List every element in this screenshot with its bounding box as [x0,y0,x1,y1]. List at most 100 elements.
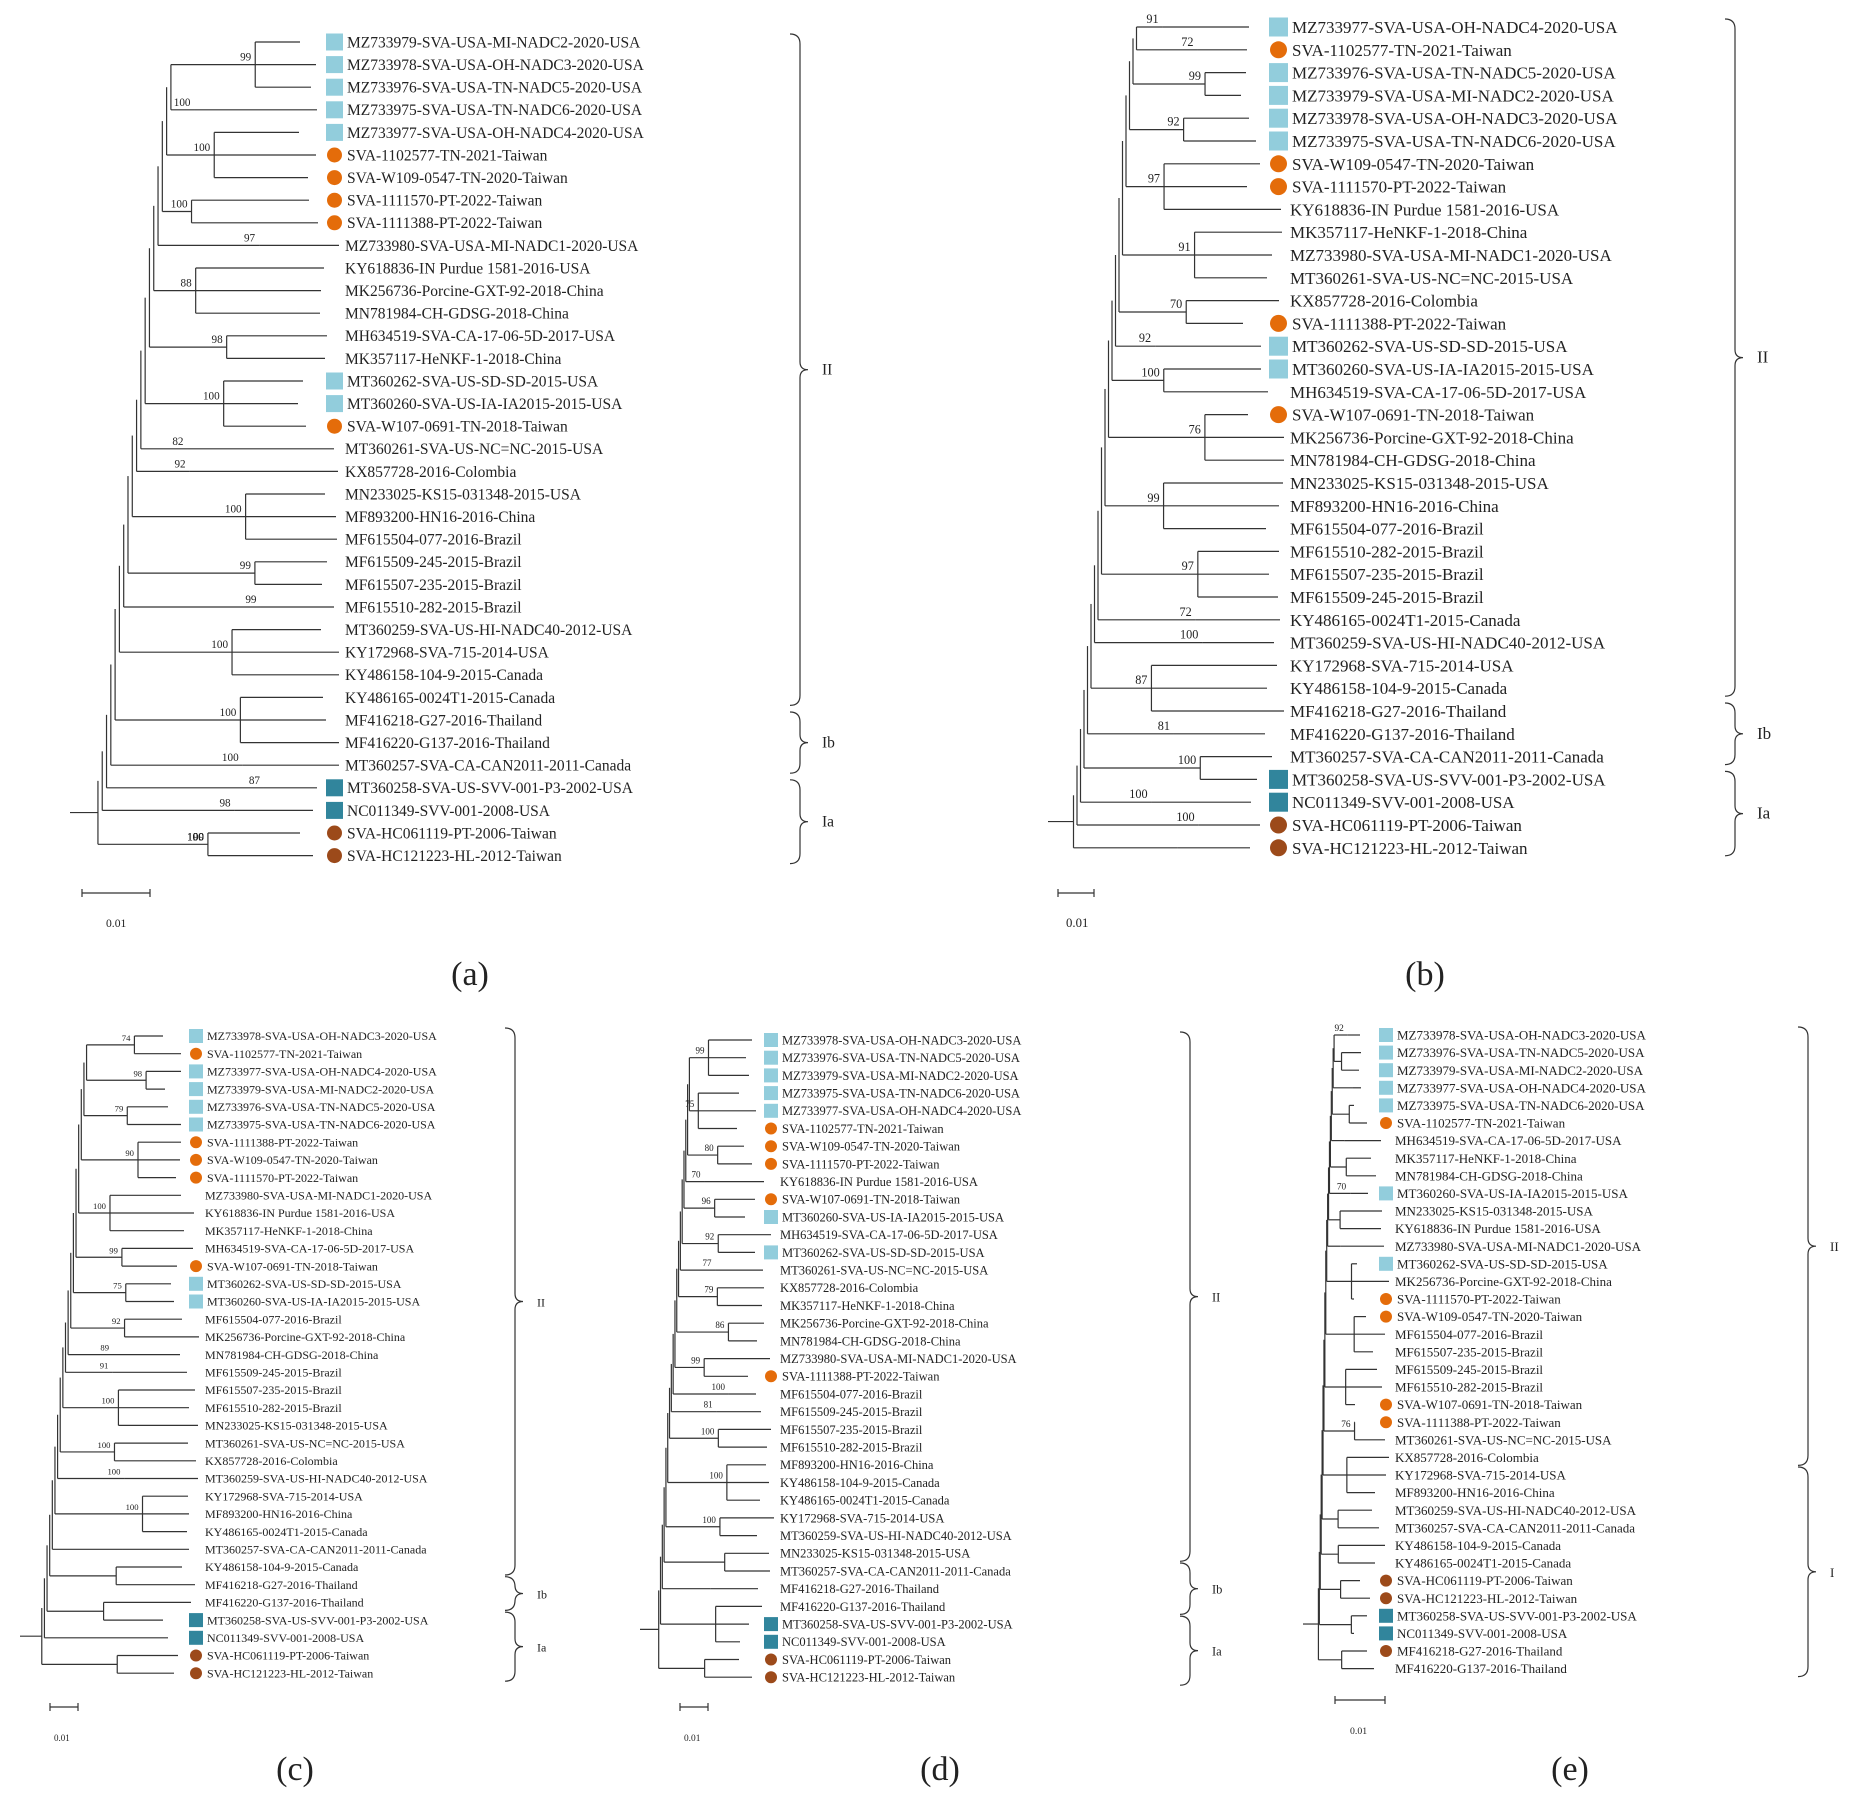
scale-label: 0.01 [684,1734,701,1744]
circle-marker-icon [1270,839,1287,857]
circle-marker-icon [1380,1592,1392,1605]
circle-marker-icon [1380,1645,1392,1657]
taxon-label: NC011349-SVV-001-2008-USA [1292,793,1515,812]
taxon-label: SVA-HC061119-PT-2006-Taiwan [347,825,557,842]
taxon-label: KY618836-IN Purdue 1581-2016-USA [780,1175,978,1189]
circle-marker-icon [765,1140,777,1153]
tree-panel-b: 91 72 99 92 97 91 70 92 100 76 99 97 72 100 87 81 100 100… [1048,12,1771,993]
taxon-label: SVA-W109-0547-TN-2020-Taiwan [1397,1309,1583,1324]
bootstrap-value: 100 [187,831,204,843]
taxon-label: MZ733978-SVA-USA-OH-NADC3-2020-USA [1292,109,1618,128]
taxon-label: MF615509-245-2015-Brazil [205,1366,342,1380]
taxon-label: MZ733977-SVA-USA-OH-NADC4-2020-USA [1397,1080,1647,1095]
taxon-label: SVA-1102577-TN-2021-Taiwan [782,1122,944,1136]
taxon-label: MZ733976-SVA-USA-TN-NADC5-2020-USA [782,1051,1020,1065]
taxon-label: MH634519-SVA-CA-17-06-5D-2017-USA [1290,383,1587,402]
bootstrap-value: 100 [187,831,204,843]
square-marker-icon [1269,17,1288,37]
taxon-label: MT360262-SVA-US-SD-SD-2015-USA [207,1277,402,1291]
taxon-label: SVA-HC121223-HL-2012-Taiwan [347,848,562,865]
taxon-label: MT360258-SVA-US-SVV-001-P3-2002-USA [1397,1608,1637,1623]
bootstrap-value: 89 [100,1343,109,1353]
taxon-label: MZ733975-SVA-USA-TN-NADC6-2020-USA [207,1118,436,1132]
taxon-label: MT360260-SVA-US-IA-IA2015-2015-USA [782,1210,1004,1224]
clade-label: Ib [1757,724,1771,743]
circle-marker-icon [765,1370,777,1383]
square-marker-icon [1379,1063,1393,1078]
taxon-label: MT360259-SVA-US-HI-NADC40-2012-USA [1290,634,1606,653]
taxon-label: MN233025-KS15-031348-2015-USA [1290,474,1550,493]
square-marker-icon [1269,85,1288,105]
square-marker-icon [189,1630,203,1645]
bootstrap-value: 100 [98,1440,111,1450]
bootstrap-value: 92 [174,458,185,470]
square-marker-icon [326,101,343,119]
taxon-label: SVA-1111570-PT-2022-Taiwan [1292,178,1507,197]
taxon-label: SVA-1111388-PT-2022-Taiwan [782,1370,940,1384]
taxon-label: SVA-HC121223-HL-2012-Taiwan [782,1671,956,1685]
taxon-label: KY486165-0024T1-2015-Canada [345,690,555,707]
taxon-label: MN781984-CH-GDSG-2018-China [1290,451,1536,470]
taxon-label: MH634519-SVA-CA-17-06-5D-2017-USA [780,1228,998,1242]
taxon-label: MZ733976-SVA-USA-TN-NADC5-2020-USA [1397,1045,1645,1060]
bootstrap-value: 81 [704,1400,713,1410]
bootstrap-value: 91 [1146,12,1158,26]
bootstrap-value: 100 [171,199,188,211]
taxon-label: MF615504-077-2016-Brazil [1395,1327,1543,1342]
bootstrap-value: 100 [187,831,204,843]
panel-label: (e) [1551,1751,1589,1788]
square-marker-icon [189,1099,203,1114]
circle-marker-icon [190,1047,202,1060]
taxon-label: MT360259-SVA-US-HI-NADC40-2012-USA [1395,1503,1637,1518]
taxon-label: MF615507-235-2015-Brazil [1290,565,1484,584]
bootstrap-value: 72 [1179,605,1191,619]
circle-marker-icon [190,1171,202,1184]
bootstrap-value: 99 [240,52,252,64]
taxon-label: MF615504-077-2016-Brazil [1290,520,1484,539]
taxon-label: MT360261-SVA-US-NC=NC-2015-USA [345,441,604,458]
taxon-label: MZ733978-SVA-USA-OH-NADC3-2020-USA [207,1029,437,1043]
circle-marker-icon [1380,1416,1392,1429]
taxon-label: MZ733980-SVA-USA-MI-NADC1-2020-USA [345,238,639,255]
taxon-label: KY172968-SVA-715-2014-USA [1395,1468,1567,1483]
taxon-label: KY486158-104-9-2015-Canada [345,667,543,684]
taxon-label: KX857728-2016-Colombia [1290,292,1478,311]
bootstrap-value: 98 [212,334,224,346]
taxon-label: KY486158-104-9-2015-Canada [1395,1538,1561,1553]
taxon-label: KX857728-2016-Colombia [1395,1450,1539,1465]
square-marker-icon [326,33,343,51]
clade-bracket [504,1611,524,1682]
bootstrap-value: 96 [702,1196,712,1206]
bootstrap-value: 97 [1148,172,1160,186]
bootstrap-value: 79 [704,1285,714,1295]
panel-label: (a) [451,956,489,993]
taxon-label: SVA-1111570-PT-2022-Taiwan [1397,1292,1561,1307]
bootstrap-value: 79 [115,1104,124,1114]
square-marker-icon [189,1117,203,1132]
square-marker-icon [326,801,343,819]
taxon-label: MK357117-HeNKF-1-2018-China [780,1299,955,1313]
taxon-label: KY618836-IN Purdue 1581-2016-USA [1290,200,1560,219]
square-marker-icon [326,123,343,141]
square-marker-icon [1269,63,1288,83]
tree-panel-c: 74 98 79 90 100 99 75 92 89 91 100 100 100 100 MZ73397… [20,1027,547,1788]
circle-marker-icon [1270,314,1287,332]
taxon-label: MT360261-SVA-US-NC=NC-2015-USA [1290,269,1574,288]
taxon-label: SVA-1102577-TN-2021-Taiwan [347,147,548,164]
clade-label: II [1212,1291,1220,1305]
taxon-label: KY172968-SVA-715-2014-USA [345,645,550,662]
taxon-label: SVA-HC061119-PT-2006-Taiwan [1292,816,1522,835]
taxon-label: MT360260-SVA-US-IA-IA2015-2015-USA [207,1295,420,1309]
taxon-label: MH634519-SVA-CA-17-06-5D-2017-USA [1395,1133,1622,1148]
bootstrap-value: 100 [701,1426,715,1436]
clade-bracket [1797,1466,1817,1678]
taxon-label: MH634519-SVA-CA-17-06-5D-2017-USA [345,328,616,345]
taxon-label: MF416220-G137-2016-Thailand [205,1596,364,1610]
bootstrap-value: 100 [1141,365,1159,379]
clade-label: II [822,362,832,379]
bootstrap-value: 100 [187,831,204,843]
taxon-label: MZ733978-SVA-USA-OH-NADC3-2020-USA [782,1033,1021,1047]
clade-label: Ia [537,1641,547,1655]
taxon-label: MT360257-SVA-CA-CAN2011-2011-Canada [1395,1520,1635,1535]
clade-label: I [1830,1565,1834,1580]
